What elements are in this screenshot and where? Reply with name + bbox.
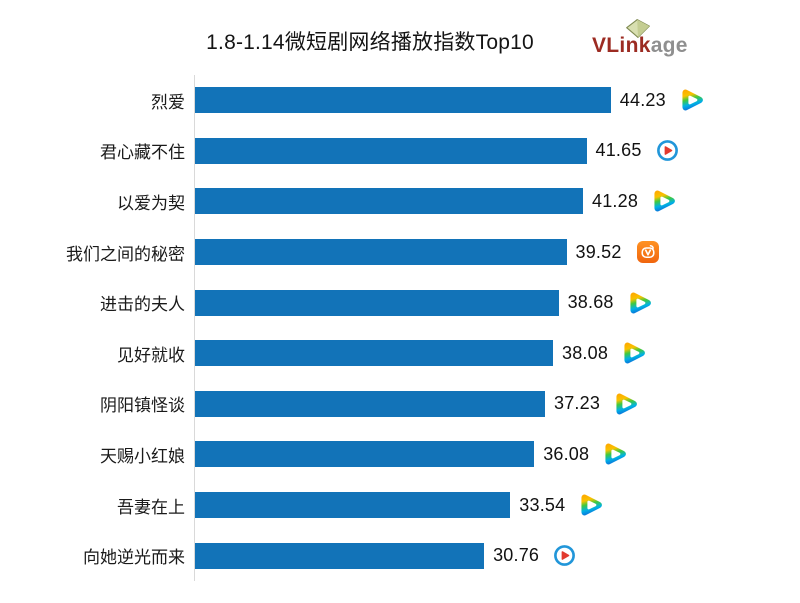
bar-value: 41.65 — [595, 140, 642, 161]
table-row: 君心藏不住 41.65 — [0, 126, 800, 177]
table-row: 我们之间的秘密 39.52 — [0, 227, 800, 278]
drama-title-label: 进击的夫人 — [100, 295, 185, 315]
table-row: 见好就收 38.08 — [0, 328, 800, 379]
table-row: 天赐小红娘 36.08 — [0, 429, 800, 480]
table-row: 以爱为契 41.28 — [0, 176, 800, 227]
bar — [195, 441, 535, 468]
drama-title-label: 君心藏不住 — [100, 143, 185, 163]
drama-title-label: 见好就收 — [117, 345, 185, 365]
tencent-video-icon — [622, 340, 648, 366]
bar-value: 41.28 — [592, 190, 639, 211]
tencent-video-icon — [579, 492, 605, 518]
youku-icon — [656, 139, 679, 162]
bar — [195, 340, 553, 367]
bar-value: 37.23 — [554, 393, 601, 414]
table-row: 阴阳镇怪谈 37.23 — [0, 379, 800, 430]
bar-value: 30.76 — [493, 545, 540, 566]
brand-text-bold: VLink — [592, 34, 651, 57]
tencent-video-icon — [628, 290, 654, 316]
tencent-video-icon — [614, 391, 640, 417]
drama-title-label: 吾妻在上 — [117, 497, 185, 517]
bar-value: 38.08 — [562, 342, 609, 363]
drama-title-label: 阴阳镇怪谈 — [100, 396, 185, 416]
bar — [195, 239, 567, 266]
bar — [195, 137, 587, 164]
bar — [195, 188, 583, 215]
diamond-card-icon — [624, 18, 652, 44]
table-row: 吾妻在上 33.54 — [0, 480, 800, 531]
bar-chart: 烈爱 44.23 君心藏不住 41.65 以爱为契 41.28 我们之间的秘密 … — [0, 75, 800, 581]
drama-title-label: 我们之间的秘密 — [66, 244, 185, 264]
drama-title-label: 天赐小红娘 — [100, 446, 185, 466]
mango-tv-icon — [636, 240, 660, 264]
bar — [195, 390, 545, 417]
tencent-video-icon — [680, 87, 706, 113]
brand-text-light: age — [650, 34, 688, 57]
bar — [195, 542, 485, 569]
drama-title-label: 烈爱 — [151, 92, 185, 112]
page-title: 1.8-1.14微短剧网络播放指数Top10 — [206, 31, 534, 54]
drama-title-label: 向她逆光而来 — [83, 548, 185, 568]
bar-value: 38.68 — [567, 292, 614, 313]
table-row: 进击的夫人 38.68 — [0, 277, 800, 328]
tencent-video-icon — [603, 441, 629, 467]
bar-value: 36.08 — [543, 443, 590, 464]
brand-text: VLinkage — [592, 34, 688, 58]
bar-rows: 烈爱 44.23 君心藏不住 41.65 以爱为契 41.28 我们之间的秘密 … — [0, 75, 800, 581]
tencent-video-icon — [652, 188, 678, 214]
bar-value: 33.54 — [519, 494, 566, 515]
y-axis-line — [194, 75, 195, 581]
drama-title-label: 以爱为契 — [117, 193, 185, 213]
bar — [195, 289, 559, 316]
vlinkage-logo: VLinkage — [592, 18, 692, 58]
bar — [195, 87, 611, 114]
table-row: 烈爱 44.23 — [0, 75, 800, 126]
bar-value: 44.23 — [619, 89, 666, 110]
bar-value: 39.52 — [575, 241, 622, 262]
youku-icon — [553, 544, 576, 567]
bar — [195, 492, 511, 519]
table-row: 向她逆光而来 30.76 — [0, 530, 800, 581]
